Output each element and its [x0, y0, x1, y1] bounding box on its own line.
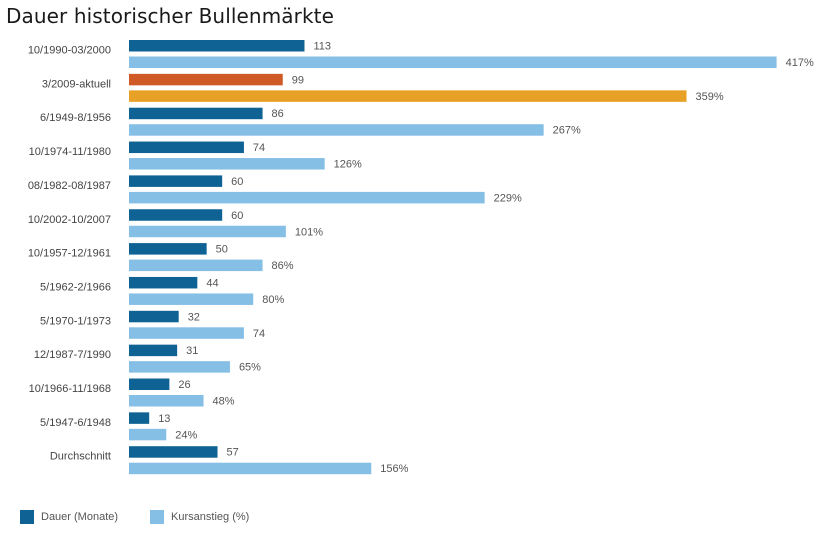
bar-dauer: [129, 378, 170, 390]
bar-kursanstieg: [129, 124, 544, 136]
bar-chart: 10/1990-03/2000 113 417% 3/2009-aktuell 99 35…: [28, 40, 814, 475]
category-label: 08/1982-08/1987: [28, 180, 111, 192]
category-label: 10/1966-11/1968: [29, 383, 111, 395]
category-label: Durchschnitt: [50, 451, 111, 463]
data-label-kursanstieg: 267%: [553, 125, 581, 137]
bar-dauer: [129, 446, 218, 458]
bar-kursanstieg: [129, 158, 325, 170]
legend-item-dauer: Dauer (Monate): [20, 510, 118, 524]
data-label-dauer: 26: [178, 379, 190, 391]
data-label-kursanstieg: 417%: [786, 57, 814, 69]
bar-kursanstieg: [129, 191, 485, 204]
data-label-dauer: 13: [158, 413, 170, 425]
data-label-kursanstieg: 229%: [494, 192, 522, 204]
bar-kursanstieg: [129, 259, 263, 272]
legend-swatch-kursanstieg: [150, 510, 165, 524]
data-label-dauer: 50: [216, 244, 228, 256]
data-label-kursanstieg: 48%: [213, 396, 235, 408]
category-label: 3/2009-aktuell: [42, 78, 111, 90]
data-label-dauer: 57: [227, 447, 239, 459]
category-label: 5/1962-2/1966: [40, 281, 111, 293]
data-label-dauer: 86: [272, 108, 284, 120]
bar-dauer: [129, 107, 263, 120]
data-label-dauer: 99: [292, 74, 304, 86]
bar-dauer: [129, 412, 150, 424]
legend-label-kursanstieg: Kursanstieg (%): [171, 511, 250, 523]
bar-dauer: [129, 276, 198, 289]
bar-dauer: [129, 243, 207, 255]
data-label-dauer: 113: [313, 41, 331, 53]
legend: Dauer (Monate) Kursanstieg (%): [20, 510, 249, 524]
category-label: 10/1957-12/1961: [28, 248, 111, 260]
bar-kursanstieg: [129, 225, 286, 238]
legend-item-kursanstieg: Kursanstieg (%): [150, 510, 249, 524]
data-label-kursanstieg: 24%: [175, 429, 197, 441]
bar-dauer: [129, 73, 283, 86]
legend-swatch-dauer: [20, 510, 34, 524]
bar-dauer: [129, 40, 305, 52]
data-label-kursanstieg: 126%: [334, 159, 362, 171]
data-label-dauer: 31: [186, 345, 198, 357]
bar-dauer: [129, 141, 244, 154]
data-label-kursanstieg: 65%: [239, 362, 261, 374]
data-label-kursanstieg: 74: [253, 328, 265, 340]
data-label-dauer: 44: [206, 277, 218, 289]
bar-dauer: [129, 344, 178, 357]
bar-kursanstieg: [129, 395, 204, 407]
data-label-dauer: 32: [188, 311, 200, 323]
bar-kursanstieg: [129, 462, 372, 475]
category-label: 12/1987-7/1990: [34, 349, 111, 361]
bar-kursanstieg: [129, 90, 687, 102]
bar-kursanstieg: [129, 56, 777, 68]
category-label: 5/1947-6/1948: [40, 417, 111, 429]
data-label-dauer: 60: [231, 176, 243, 188]
chart-title: Dauer historischer Bullenmärkte: [6, 4, 334, 28]
bar-dauer: [129, 175, 223, 187]
data-label-dauer: 74: [253, 142, 265, 154]
category-label: 5/1970-1/1973: [40, 315, 111, 327]
bar-kursanstieg: [129, 361, 230, 373]
data-label-kursanstieg: 359%: [696, 91, 724, 103]
category-label: 6/1949-8/1956: [40, 112, 111, 124]
data-label-kursanstieg: 86%: [272, 260, 294, 272]
bar-kursanstieg: [129, 293, 254, 305]
data-label-dauer: 60: [231, 210, 243, 222]
category-label: 10/2002-10/2007: [28, 214, 111, 226]
data-label-kursanstieg: 101%: [295, 226, 323, 238]
data-label-kursanstieg: 156%: [380, 463, 408, 475]
bar-dauer: [129, 209, 223, 221]
data-label-kursanstieg: 80%: [262, 294, 284, 306]
category-label: 10/1974-11/1980: [29, 146, 111, 158]
category-label: 10/1990-03/2000: [28, 45, 111, 57]
bar-kursanstieg: [129, 428, 167, 441]
bar-dauer: [129, 310, 179, 323]
bar-kursanstieg: [129, 327, 244, 339]
legend-label-dauer: Dauer (Monate): [41, 511, 119, 523]
